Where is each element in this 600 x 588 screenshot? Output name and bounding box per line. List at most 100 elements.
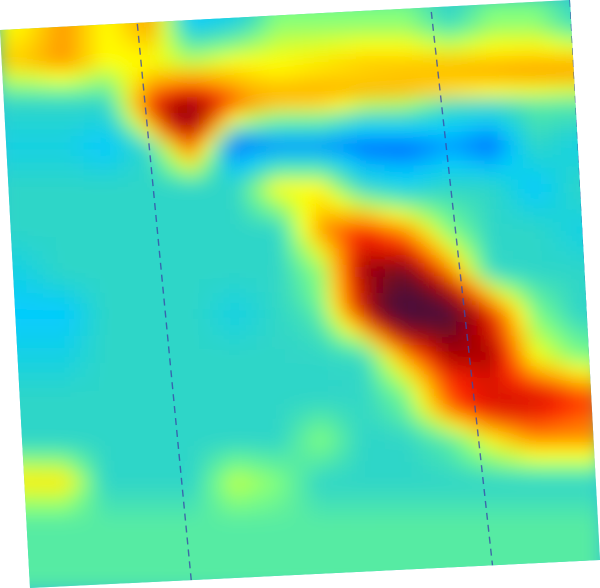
heatmap-cell: [299, 573, 316, 588]
heatmap-cell: [199, 335, 216, 351]
heatmap-cell: [456, 419, 473, 435]
heatmap-cell: [484, 223, 501, 239]
heatmap-cell: [541, 419, 559, 435]
heatmap-cell: [441, 377, 459, 393]
heatmap-cell: [27, 209, 44, 225]
heatmap-cell: [399, 181, 416, 197]
heatmap-cell: [513, 405, 530, 421]
heatmap-cell: [327, 363, 344, 379]
heatmap-cell: [484, 181, 501, 197]
heatmap-cell: [499, 27, 516, 43]
heatmap-cell: [441, 83, 459, 99]
heatmap-cell: [27, 111, 44, 127]
heatmap-cell: [170, 377, 187, 393]
heatmap-cell: [570, 251, 587, 267]
heatmap-cell: [199, 13, 216, 29]
heatmap-cell: [484, 573, 501, 588]
heatmap-cell: [399, 167, 416, 183]
heatmap-cell: [541, 195, 559, 211]
heatmap-cell: [556, 97, 573, 113]
heatmap-cell: [441, 321, 459, 337]
heatmap-cell: [527, 55, 544, 71]
heatmap-cell: [213, 167, 230, 183]
heatmap-cell: [70, 475, 87, 491]
heatmap-cell: [556, 573, 573, 588]
heatmap-cell: [384, 433, 401, 449]
heatmap-cell: [99, 321, 116, 337]
heatmap-cell: [384, 153, 401, 169]
heatmap-cell: [141, 293, 159, 309]
heatmap-cell: [127, 209, 144, 225]
heatmap-cell: [284, 13, 301, 29]
heatmap-cell: [127, 391, 144, 407]
heatmap-cell: [384, 517, 401, 533]
heatmap-cell: [170, 181, 187, 197]
heatmap-cell: [327, 307, 344, 323]
heatmap-cell: [527, 13, 544, 29]
heatmap-cell: [141, 391, 159, 407]
heatmap-cell: [470, 139, 487, 155]
heatmap-cell: [484, 251, 501, 267]
heatmap-cell: [341, 181, 359, 197]
heatmap-cell: [470, 503, 487, 519]
heatmap-cell: [284, 97, 301, 113]
heatmap-cell: [184, 209, 201, 225]
heatmap-cell: [456, 167, 473, 183]
heatmap-cell: [270, 573, 287, 588]
heatmap-cell: [184, 335, 201, 351]
heatmap-cell: [556, 69, 573, 85]
heatmap-cell: [241, 419, 259, 435]
heatmap-cell: [299, 83, 316, 99]
heatmap-cell: [56, 419, 73, 435]
heatmap-cell: [513, 125, 530, 141]
heatmap-cell: [370, 419, 387, 435]
heatmap-cell: [470, 83, 487, 99]
heatmap-cell: [456, 475, 473, 491]
heatmap-cell: [13, 209, 30, 225]
heatmap-cell: [184, 195, 201, 211]
heatmap-cell: [327, 419, 344, 435]
heatmap-cell: [513, 335, 530, 351]
heatmap-cell: [427, 153, 444, 169]
heatmap-cell: [584, 237, 600, 253]
heatmap-cell: [570, 111, 587, 127]
heatmap-cell: [470, 237, 487, 253]
heatmap-cell: [156, 13, 173, 29]
heatmap-cell: [513, 377, 530, 393]
heatmap-cell: [284, 517, 301, 533]
heatmap-cell: [399, 111, 416, 127]
heatmap-cell: [184, 363, 201, 379]
heatmap-cell: [127, 503, 144, 519]
heatmap-cell: [513, 139, 530, 155]
heatmap-cell: [570, 307, 587, 323]
heatmap-cell: [384, 405, 401, 421]
heatmap-cell: [456, 97, 473, 113]
heatmap-cell: [313, 447, 330, 463]
heatmap-cell: [313, 307, 330, 323]
heatmap-cell: [270, 279, 287, 295]
heatmap-cell: [584, 447, 600, 463]
heatmap-cell: [541, 167, 559, 183]
heatmap-cell: [227, 503, 244, 519]
heatmap-cell: [84, 125, 101, 141]
heatmap-cell: [99, 433, 116, 449]
heatmap-cell: [356, 237, 373, 253]
heatmap-cell: [356, 251, 373, 267]
heatmap-cell: [427, 377, 444, 393]
heatmap-cell: [541, 237, 559, 253]
heatmap-cell: [270, 307, 287, 323]
heatmap-cell: [256, 181, 273, 197]
heatmap-cell: [313, 251, 330, 267]
heatmap-cell: [456, 433, 473, 449]
heatmap-cell: [27, 125, 44, 141]
heatmap-cell: [384, 447, 401, 463]
heatmap-cell: [327, 531, 344, 547]
heatmap-cell: [199, 111, 216, 127]
heatmap-cell: [456, 279, 473, 295]
heatmap-cell: [41, 405, 59, 421]
heatmap-cell: [127, 363, 144, 379]
heatmap-cell: [513, 13, 530, 29]
heatmap-cell: [70, 447, 87, 463]
heatmap-cell: [541, 27, 559, 43]
heatmap-cell: [356, 223, 373, 239]
